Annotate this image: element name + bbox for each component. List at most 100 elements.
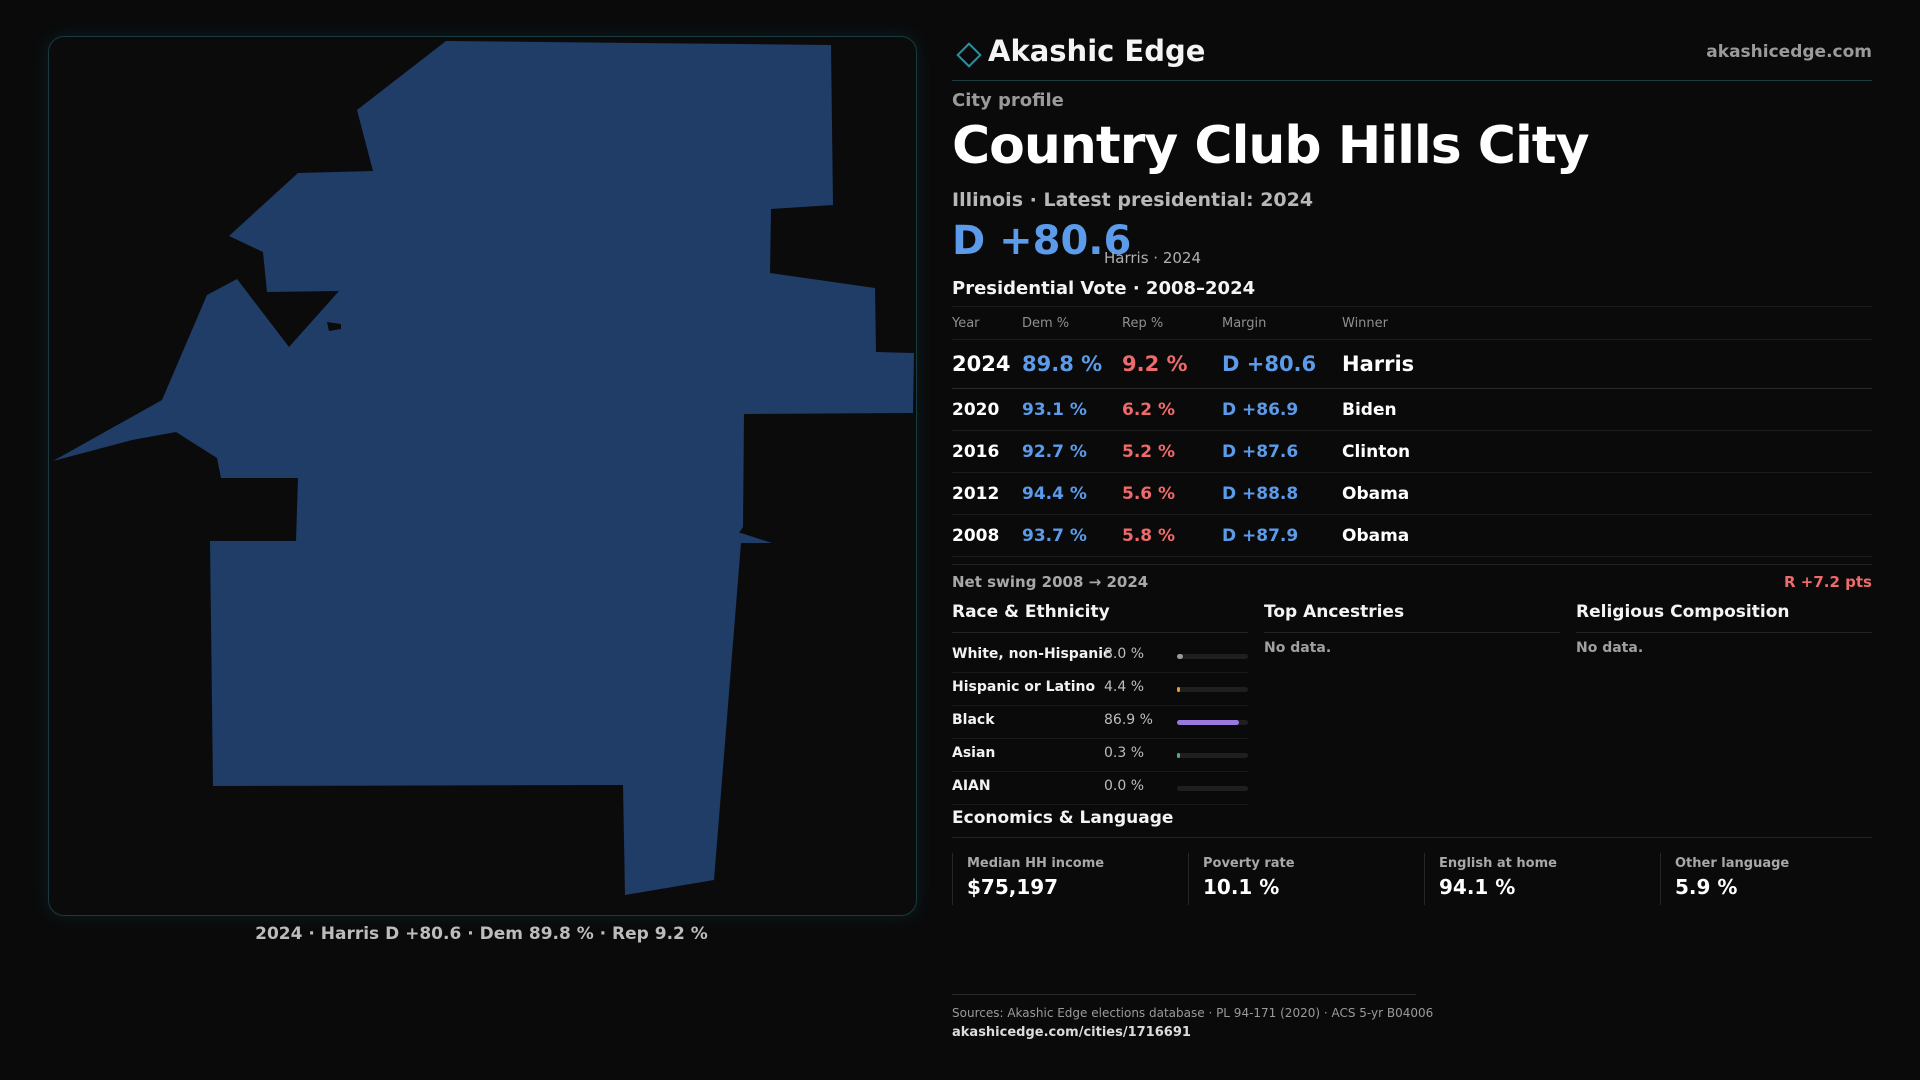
table-row: 2020 93.1 % 6.2 % D +86.9 Biden bbox=[952, 388, 1872, 431]
col-rep: Rep % bbox=[1122, 306, 1222, 340]
econ-value: 94.1 % bbox=[1439, 875, 1516, 899]
econ-value: 10.1 % bbox=[1203, 875, 1280, 899]
brand-name[interactable]: Akashic Edge bbox=[988, 34, 1206, 68]
cell-dem: 93.7 % bbox=[1022, 514, 1122, 557]
cell-margin: D +80.6 bbox=[1222, 339, 1342, 389]
econ-card-other-language: Other language 5.9 % bbox=[1660, 853, 1881, 905]
cell-rep: 5.8 % bbox=[1122, 514, 1222, 557]
race-bar-track bbox=[1177, 720, 1248, 725]
brand-url-link[interactable]: akashicedge.com bbox=[1706, 42, 1872, 62]
cell-winner: Harris bbox=[1342, 339, 1872, 389]
cell-winner: Obama bbox=[1342, 472, 1872, 515]
race-pct: 0.3 % bbox=[1104, 745, 1145, 761]
latest-margin-note: Harris · 2024 bbox=[1104, 249, 1202, 267]
col-dem: Dem % bbox=[1022, 306, 1122, 340]
cell-winner: Clinton bbox=[1342, 430, 1872, 473]
cell-rep: 9.2 % bbox=[1122, 339, 1222, 389]
cell-margin: D +87.9 bbox=[1222, 514, 1342, 557]
race-bar-fill bbox=[1177, 720, 1239, 725]
race-name: Black bbox=[952, 712, 995, 728]
race-pct: 8.0 % bbox=[1104, 646, 1145, 662]
cell-dem: 92.7 % bbox=[1022, 430, 1122, 473]
econ-label: Poverty rate bbox=[1203, 856, 1295, 871]
race-bar-track bbox=[1177, 687, 1248, 692]
city-boundary-map bbox=[53, 41, 914, 895]
religion-empty: No data. bbox=[1576, 640, 1644, 656]
race-bar-fill bbox=[1177, 687, 1181, 692]
page-title: Country Club Hills City bbox=[952, 116, 1590, 176]
brand-header: Akashic Edge akashicedge.com bbox=[952, 30, 1872, 81]
race-pct: 0.0 % bbox=[1104, 778, 1145, 794]
cell-year: 2016 bbox=[952, 430, 1022, 473]
cell-winner: Biden bbox=[1342, 388, 1872, 431]
net-swing-row: Net swing 2008 → 2024 R +7.2 pts bbox=[952, 564, 1872, 599]
col-winner: Winner bbox=[1342, 306, 1872, 340]
cell-dem: 93.1 % bbox=[1022, 388, 1122, 431]
econ-card-poverty: Poverty rate 10.1 % bbox=[1188, 853, 1409, 905]
cell-dem: 94.4 % bbox=[1022, 472, 1122, 515]
latest-margin: D +80.6 bbox=[952, 218, 1132, 264]
cell-dem: 89.8 % bbox=[1022, 339, 1122, 389]
page-type-label: City profile bbox=[952, 90, 1064, 111]
econ-value: $75,197 bbox=[967, 875, 1059, 899]
cell-rep: 5.6 % bbox=[1122, 472, 1222, 515]
econ-card-english: English at home 94.1 % bbox=[1424, 853, 1645, 905]
race-bar-fill bbox=[1177, 654, 1183, 659]
city-url-link[interactable]: akashicedge.com/cities/1716691 bbox=[952, 1025, 1191, 1040]
race-row: AIAN 0.0 % bbox=[952, 772, 1248, 805]
cell-margin: D +88.8 bbox=[1222, 472, 1342, 515]
economics-divider bbox=[952, 837, 1872, 838]
map-caption: 2024 · Harris D +80.6 · Dem 89.8 % · Rep… bbox=[255, 924, 708, 944]
cell-year: 2020 bbox=[952, 388, 1022, 431]
race-list: White, non-Hispanic 8.0 % Hispanic or La… bbox=[952, 640, 1248, 805]
race-bar-track bbox=[1177, 654, 1248, 659]
cell-rep: 5.2 % bbox=[1122, 430, 1222, 473]
econ-label: Median HH income bbox=[967, 856, 1105, 871]
vote-table: Year Dem % Rep % Margin Winner 2024 89.8… bbox=[952, 306, 1872, 557]
race-row: Black 86.9 % bbox=[952, 706, 1248, 739]
net-swing-value: R +7.2 pts bbox=[1784, 573, 1872, 591]
ancestry-empty: No data. bbox=[1264, 640, 1332, 656]
ancestry-heading: Top Ancestries bbox=[1264, 602, 1405, 622]
cell-year: 2024 bbox=[952, 339, 1022, 389]
city-map[interactable] bbox=[48, 36, 917, 916]
race-row: Asian 0.3 % bbox=[952, 739, 1248, 772]
city-boundary-shape[interactable] bbox=[53, 41, 914, 895]
page-subtitle: Illinois · Latest presidential: 2024 bbox=[952, 189, 1314, 211]
cell-winner: Obama bbox=[1342, 514, 1872, 557]
sources-footer: Sources: Akashic Edge elections database… bbox=[952, 994, 1434, 1040]
net-swing-label: Net swing 2008 → 2024 bbox=[952, 573, 1149, 591]
race-name: Asian bbox=[952, 745, 996, 761]
ancestry-divider bbox=[1264, 632, 1560, 633]
cell-margin: D +87.6 bbox=[1222, 430, 1342, 473]
vote-heading: Presidential Vote · 2008–2024 bbox=[952, 278, 1256, 299]
race-bar-fill bbox=[1177, 753, 1180, 758]
religion-heading: Religious Composition bbox=[1576, 602, 1790, 622]
cell-rep: 6.2 % bbox=[1122, 388, 1222, 431]
race-bar-track bbox=[1177, 786, 1248, 791]
table-row: 2008 93.7 % 5.8 % D +87.9 Obama bbox=[952, 514, 1872, 557]
race-name: Hispanic or Latino bbox=[952, 679, 1096, 695]
race-bar-track bbox=[1177, 753, 1248, 758]
econ-card-income: Median HH income $75,197 bbox=[952, 853, 1173, 905]
cell-year: 2008 bbox=[952, 514, 1022, 557]
race-heading: Race & Ethnicity bbox=[952, 602, 1110, 622]
cell-year: 2012 bbox=[952, 472, 1022, 515]
race-name: White, non-Hispanic bbox=[952, 646, 1112, 662]
race-row: White, non-Hispanic 8.0 % bbox=[952, 640, 1248, 673]
col-year: Year bbox=[952, 306, 1022, 340]
race-name: AIAN bbox=[952, 778, 991, 794]
race-divider bbox=[952, 632, 1248, 633]
economics-heading: Economics & Language bbox=[952, 808, 1174, 828]
table-row: 2024 89.8 % 9.2 % D +80.6 Harris bbox=[952, 339, 1872, 389]
table-row: 2012 94.4 % 5.6 % D +88.8 Obama bbox=[952, 472, 1872, 515]
econ-label: English at home bbox=[1439, 856, 1557, 871]
diamond-icon bbox=[954, 40, 984, 74]
econ-label: Other language bbox=[1675, 856, 1790, 871]
cell-margin: D +86.9 bbox=[1222, 388, 1342, 431]
race-pct: 86.9 % bbox=[1104, 712, 1153, 728]
sources-text: Sources: Akashic Edge elections database… bbox=[952, 1006, 1434, 1020]
map-hole bbox=[327, 322, 341, 331]
race-pct: 4.4 % bbox=[1104, 679, 1145, 695]
table-row: 2016 92.7 % 5.2 % D +87.6 Clinton bbox=[952, 430, 1872, 473]
